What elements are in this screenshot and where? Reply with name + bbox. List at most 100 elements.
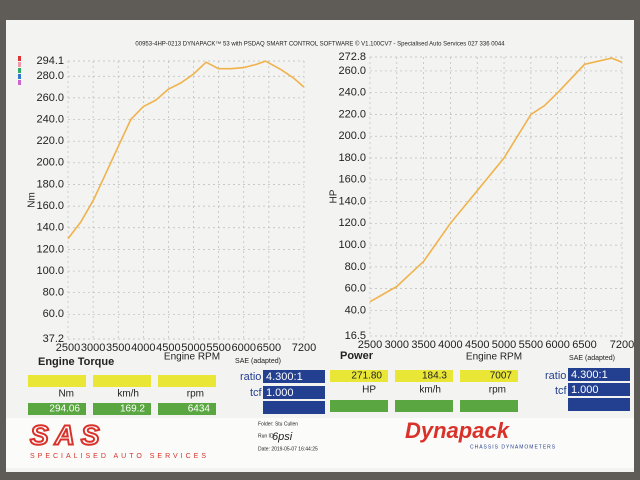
- y-tick-label: 220.0: [338, 108, 366, 120]
- x-tick-label: 5000: [492, 339, 516, 351]
- x-tick-label: 3500: [411, 339, 435, 351]
- run-id: Run ID:: [258, 433, 275, 439]
- x-tick-label: 5000: [181, 342, 205, 354]
- unit-label: km/h: [419, 385, 441, 396]
- x-tick-label: 3000: [81, 342, 105, 354]
- sae-label: SAE (adapted): [235, 358, 281, 365]
- readout-value: 271.80: [351, 371, 382, 382]
- tcf-label: tcf: [250, 387, 263, 399]
- chart-title: Engine Torque: [38, 356, 114, 368]
- blue-box: [263, 386, 325, 399]
- y-tick-label: 100.0: [338, 239, 366, 251]
- x-tick-label: 2500: [358, 339, 382, 351]
- x-tick-label: 7200: [292, 342, 316, 354]
- blue-box: [263, 370, 325, 383]
- legend-swatch: [18, 74, 21, 79]
- dynapack-sub: CHASSIS DYNAMOMETERS: [470, 444, 556, 450]
- date: Date: 2019-05-07 16:44:25: [258, 446, 318, 452]
- green-box: [28, 403, 86, 415]
- handwritten-note: 6psi: [272, 431, 293, 443]
- yellow-box: [330, 370, 388, 382]
- ratio-label: ratio: [240, 371, 261, 383]
- y-tick-label: 160.0: [36, 200, 64, 212]
- blue-box: [568, 383, 630, 396]
- y-tick-label: 16.5: [345, 330, 366, 342]
- tcf-value: 1.000: [571, 384, 599, 396]
- yellow-box: [158, 375, 216, 387]
- unit-label: rpm: [187, 389, 204, 400]
- y-tick-label: 272.8: [338, 51, 366, 63]
- chart-title: Power: [340, 350, 374, 362]
- x-tick-label: 6500: [257, 342, 281, 354]
- x-tick-label: 2500: [56, 342, 80, 354]
- x-tick-label: 3000: [385, 339, 409, 351]
- x-tick-label: 4500: [156, 342, 180, 354]
- y-tick-label: 180.0: [36, 178, 64, 190]
- legend-swatch: [18, 80, 21, 85]
- readout-value: 294.06: [49, 404, 80, 415]
- y-axis-label: HP: [329, 189, 340, 203]
- readout-value: 169.2: [120, 404, 145, 415]
- x-tick-label: 4000: [438, 339, 462, 351]
- y-tick-label: 240.0: [36, 113, 64, 125]
- y-tick-label: 280.0: [36, 70, 64, 82]
- legend-swatch: [18, 68, 21, 73]
- readout-value: 184.3: [422, 371, 447, 382]
- legend-swatch: [18, 56, 21, 61]
- x-tick-label: 6500: [572, 339, 596, 351]
- y-tick-label: 180.0: [338, 152, 366, 164]
- x-axis-label: Engine RPM: [164, 352, 220, 363]
- y-tick-label: 200.0: [338, 130, 366, 142]
- y-tick-label: 80.0: [345, 261, 366, 273]
- unit-label: Nm: [58, 389, 74, 400]
- x-tick-label: 6000: [232, 342, 256, 354]
- yellow-box: [395, 370, 453, 382]
- green-box: [395, 400, 453, 412]
- y-tick-label: 140.0: [338, 195, 366, 207]
- x-tick-label: 5500: [519, 339, 543, 351]
- legend-swatch: [18, 62, 21, 67]
- y-tick-label: 240.0: [338, 87, 366, 99]
- green-box: [330, 400, 388, 412]
- x-tick-label: 6000: [545, 339, 569, 351]
- blue-box: [263, 401, 325, 414]
- footer-band: [6, 418, 634, 468]
- header: 00953-4HP-0213 DYNAPACK™ 53 with PSDAQ S…: [135, 41, 505, 48]
- unit-label: rpm: [489, 385, 506, 396]
- yellow-box: [28, 375, 86, 387]
- y-tick-label: 160.0: [338, 174, 366, 186]
- y-tick-label: 37.2: [43, 333, 64, 345]
- sas-logo: SAS: [30, 419, 106, 450]
- x-tick-label: 3500: [106, 342, 130, 354]
- readout-value: 7007: [490, 371, 513, 382]
- y-tick-label: 260.0: [338, 65, 366, 77]
- y-tick-label: 40.0: [345, 304, 366, 316]
- y-tick-label: 140.0: [36, 222, 64, 234]
- x-tick-label: 7200: [610, 339, 634, 351]
- y-tick-label: 220.0: [36, 135, 64, 147]
- tagline: SPECIALISED AUTO SERVICES: [30, 453, 209, 460]
- green-box: [93, 403, 151, 415]
- sae-label: SAE (adapted): [569, 355, 615, 362]
- yellow-box: [93, 375, 151, 387]
- unit-label: km/h: [117, 389, 139, 400]
- yellow-box: [460, 370, 518, 382]
- y-tick-label: 120.0: [338, 217, 366, 229]
- y-tick-label: 260.0: [36, 92, 64, 104]
- y-tick-label: 60.0: [345, 283, 366, 295]
- y-tick-label: 60.0: [43, 308, 64, 320]
- x-tick-label: 4500: [465, 339, 489, 351]
- line: [67, 60, 305, 240]
- folder: Folder: Stu Cullen: [258, 421, 298, 427]
- y-tick-label: 100.0: [36, 265, 64, 277]
- y-tick-label: 80.0: [43, 287, 64, 299]
- y-axis-label: Nm: [27, 192, 38, 208]
- ratio-value: 4.300:1: [571, 369, 608, 381]
- blue-box: [568, 368, 630, 381]
- line: [369, 57, 623, 303]
- readout-value: 6434: [188, 404, 211, 415]
- tcf-label: tcf: [555, 385, 568, 397]
- ratio-label: ratio: [545, 370, 566, 382]
- blue-box: [568, 398, 630, 411]
